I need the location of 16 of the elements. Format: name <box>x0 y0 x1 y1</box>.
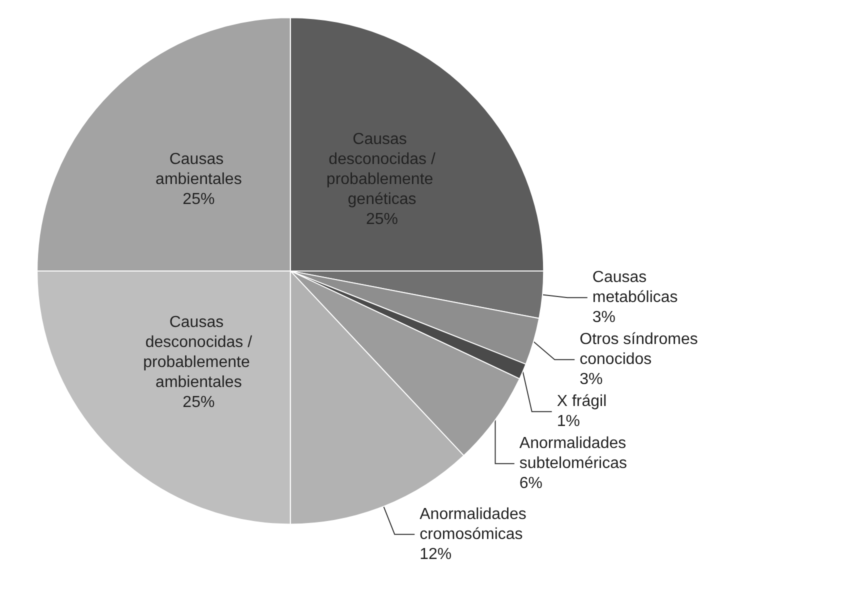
slice-label: Causas ambientales <box>156 150 242 188</box>
data-label: 12% <box>420 546 452 563</box>
data-label: 3% <box>592 309 616 326</box>
data-label: 25% <box>182 394 215 412</box>
data-label: 1% <box>556 413 580 430</box>
slice-label: Causas desconocidas /probablemente genéticas <box>326 130 438 208</box>
slice-label: Causas metabólicas <box>592 269 678 306</box>
slice-label: Anormalidades cromosómicas <box>420 506 531 543</box>
slice-label: Causas desconocidas /probablemente ambientales <box>143 314 254 392</box>
data-label: 25% <box>182 190 215 208</box>
data-label: 6% <box>519 475 543 492</box>
slice-label: X frágil <box>556 393 607 410</box>
data-label: 25% <box>366 210 398 228</box>
slice-label: Anormalidades subteloméricas <box>519 435 631 472</box>
data-label: 3% <box>580 371 603 388</box>
slice-label: Otros síndromes conocidos <box>580 331 702 368</box>
